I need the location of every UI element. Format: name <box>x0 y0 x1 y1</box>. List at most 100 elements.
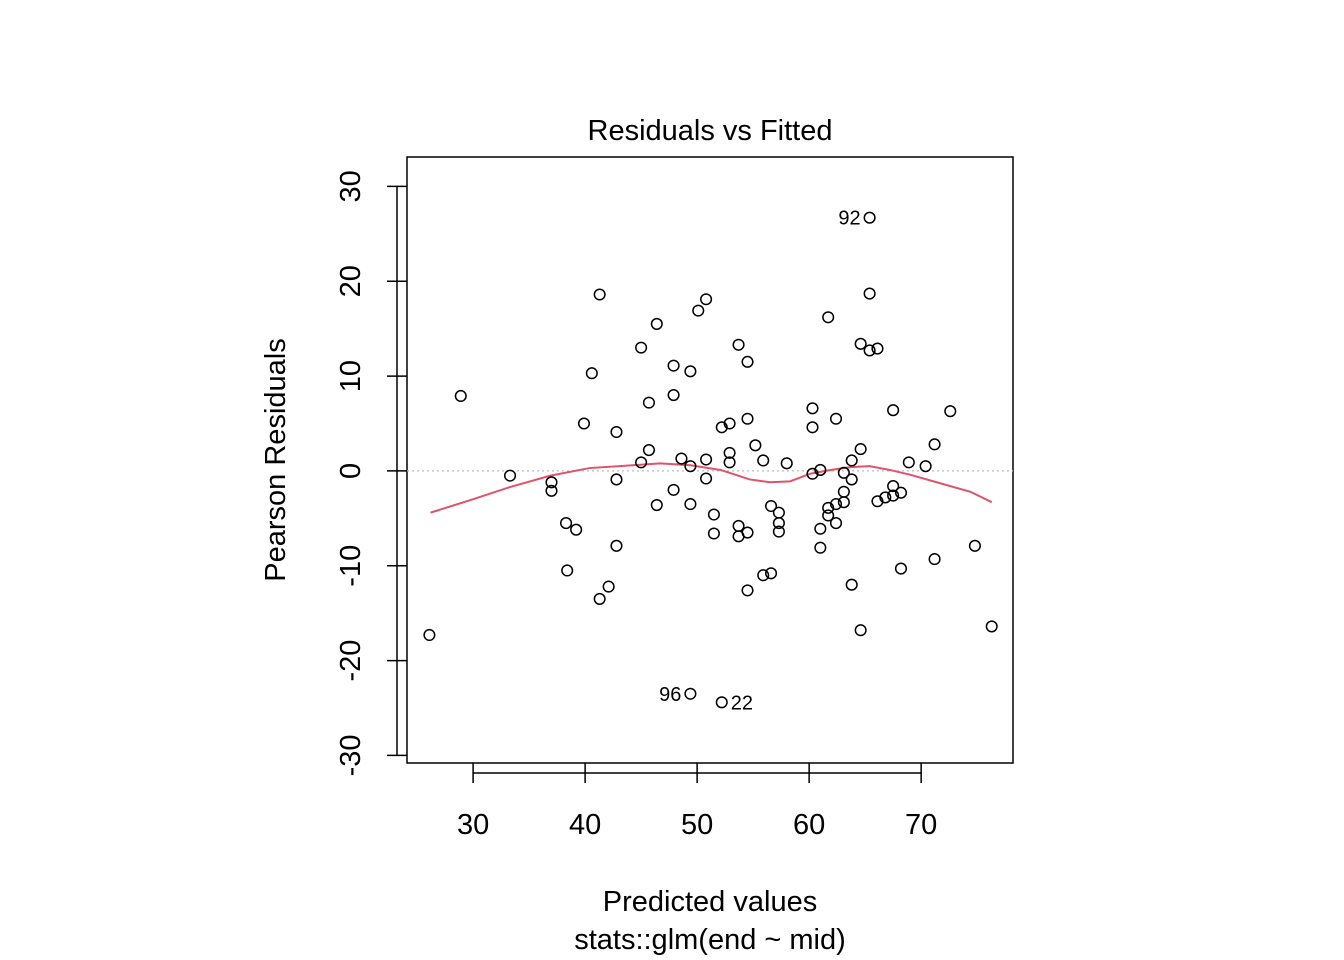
data-point <box>887 489 900 502</box>
data-point <box>610 539 623 552</box>
data-point <box>635 341 648 354</box>
data-point <box>845 454 858 467</box>
data-point <box>610 473 623 486</box>
data-point <box>887 404 900 417</box>
data-point <box>879 491 892 504</box>
data-point <box>928 553 941 566</box>
x-tick-label: 30 <box>457 809 489 841</box>
data-point <box>806 402 819 415</box>
data-point <box>822 311 835 324</box>
data-point <box>814 541 827 554</box>
data-point <box>593 288 606 301</box>
data-point <box>715 696 728 709</box>
data-point <box>707 527 720 540</box>
data-point <box>837 466 850 479</box>
y-tick-label: 10 <box>335 360 367 392</box>
data-point <box>692 304 705 317</box>
point-label: 22 <box>731 692 753 714</box>
y-axis: -30 -20 -10 0 10 20 30 <box>335 170 407 776</box>
data-point <box>757 569 770 582</box>
data-point <box>684 498 697 511</box>
x-tick-label: 40 <box>569 809 601 841</box>
y-axis-label: Pearson Residuals <box>260 338 292 581</box>
data-point <box>741 526 754 539</box>
data-point <box>854 337 867 350</box>
chart-title: Residuals vs Fitted <box>588 115 833 147</box>
y-tick-label: 0 <box>335 463 367 479</box>
data-point <box>757 454 770 467</box>
data-point <box>806 421 819 434</box>
data-point <box>610 425 623 439</box>
data-point <box>829 517 843 530</box>
data-point <box>985 620 998 633</box>
data-point <box>822 509 835 522</box>
data-point <box>837 485 850 498</box>
data-point <box>423 628 436 642</box>
data-point <box>684 460 697 473</box>
point-labels: 92 22 96 <box>659 208 860 715</box>
x-tick-label: 60 <box>793 809 825 841</box>
data-point <box>944 405 957 418</box>
data-point <box>667 483 680 496</box>
data-point <box>741 355 754 368</box>
data-point <box>741 584 754 597</box>
data-point <box>570 523 583 536</box>
y-tick-label: 30 <box>335 170 367 202</box>
data-point <box>854 443 867 456</box>
data-point <box>684 365 697 378</box>
data-point <box>968 539 981 552</box>
data-point <box>504 469 517 482</box>
data-point <box>863 344 876 357</box>
data-point <box>667 359 680 372</box>
data-point <box>560 517 573 530</box>
data-point <box>723 417 736 430</box>
data-point <box>741 412 754 425</box>
data-point <box>764 567 778 580</box>
plot-box <box>406 156 1014 764</box>
data-point <box>707 508 720 521</box>
data-point <box>454 389 467 403</box>
data-point <box>700 453 713 466</box>
data-point <box>845 578 858 591</box>
data-point <box>845 473 858 486</box>
data-point <box>650 317 663 330</box>
data-point <box>593 592 606 605</box>
data-point <box>602 580 615 593</box>
x-tick-label: 70 <box>905 809 937 841</box>
points <box>423 211 998 709</box>
y-tick-label: -30 <box>335 734 367 776</box>
data-point <box>545 476 558 489</box>
data-point <box>772 506 785 519</box>
x-tick-label: 50 <box>681 809 713 841</box>
data-point <box>723 456 736 469</box>
y-tick-label: -10 <box>335 545 367 587</box>
data-point <box>642 396 656 409</box>
data-point <box>829 412 843 425</box>
data-point <box>577 417 591 430</box>
data-point <box>585 367 598 380</box>
point-label: 96 <box>659 684 681 706</box>
data-point <box>863 287 876 300</box>
data-point <box>887 480 900 493</box>
data-point <box>545 484 558 497</box>
x-axis-label: Predicted values <box>603 886 817 918</box>
data-point <box>829 498 843 511</box>
smooth-curve <box>430 462 993 514</box>
data-point <box>902 456 915 469</box>
data-point <box>894 486 908 499</box>
x-axis: 30 40 50 60 70 <box>457 763 937 841</box>
point-label: 92 <box>838 208 860 230</box>
data-point <box>764 499 778 513</box>
data-point <box>667 388 680 402</box>
data-point <box>749 439 762 452</box>
data-point <box>919 460 932 473</box>
data-point <box>650 498 663 512</box>
data-point <box>675 452 688 465</box>
data-point <box>561 564 574 577</box>
data-point <box>871 342 884 355</box>
data-point <box>635 456 648 469</box>
data-point <box>772 517 785 530</box>
data-point <box>642 443 656 457</box>
smooth-line <box>430 462 993 514</box>
data-point <box>684 687 697 700</box>
